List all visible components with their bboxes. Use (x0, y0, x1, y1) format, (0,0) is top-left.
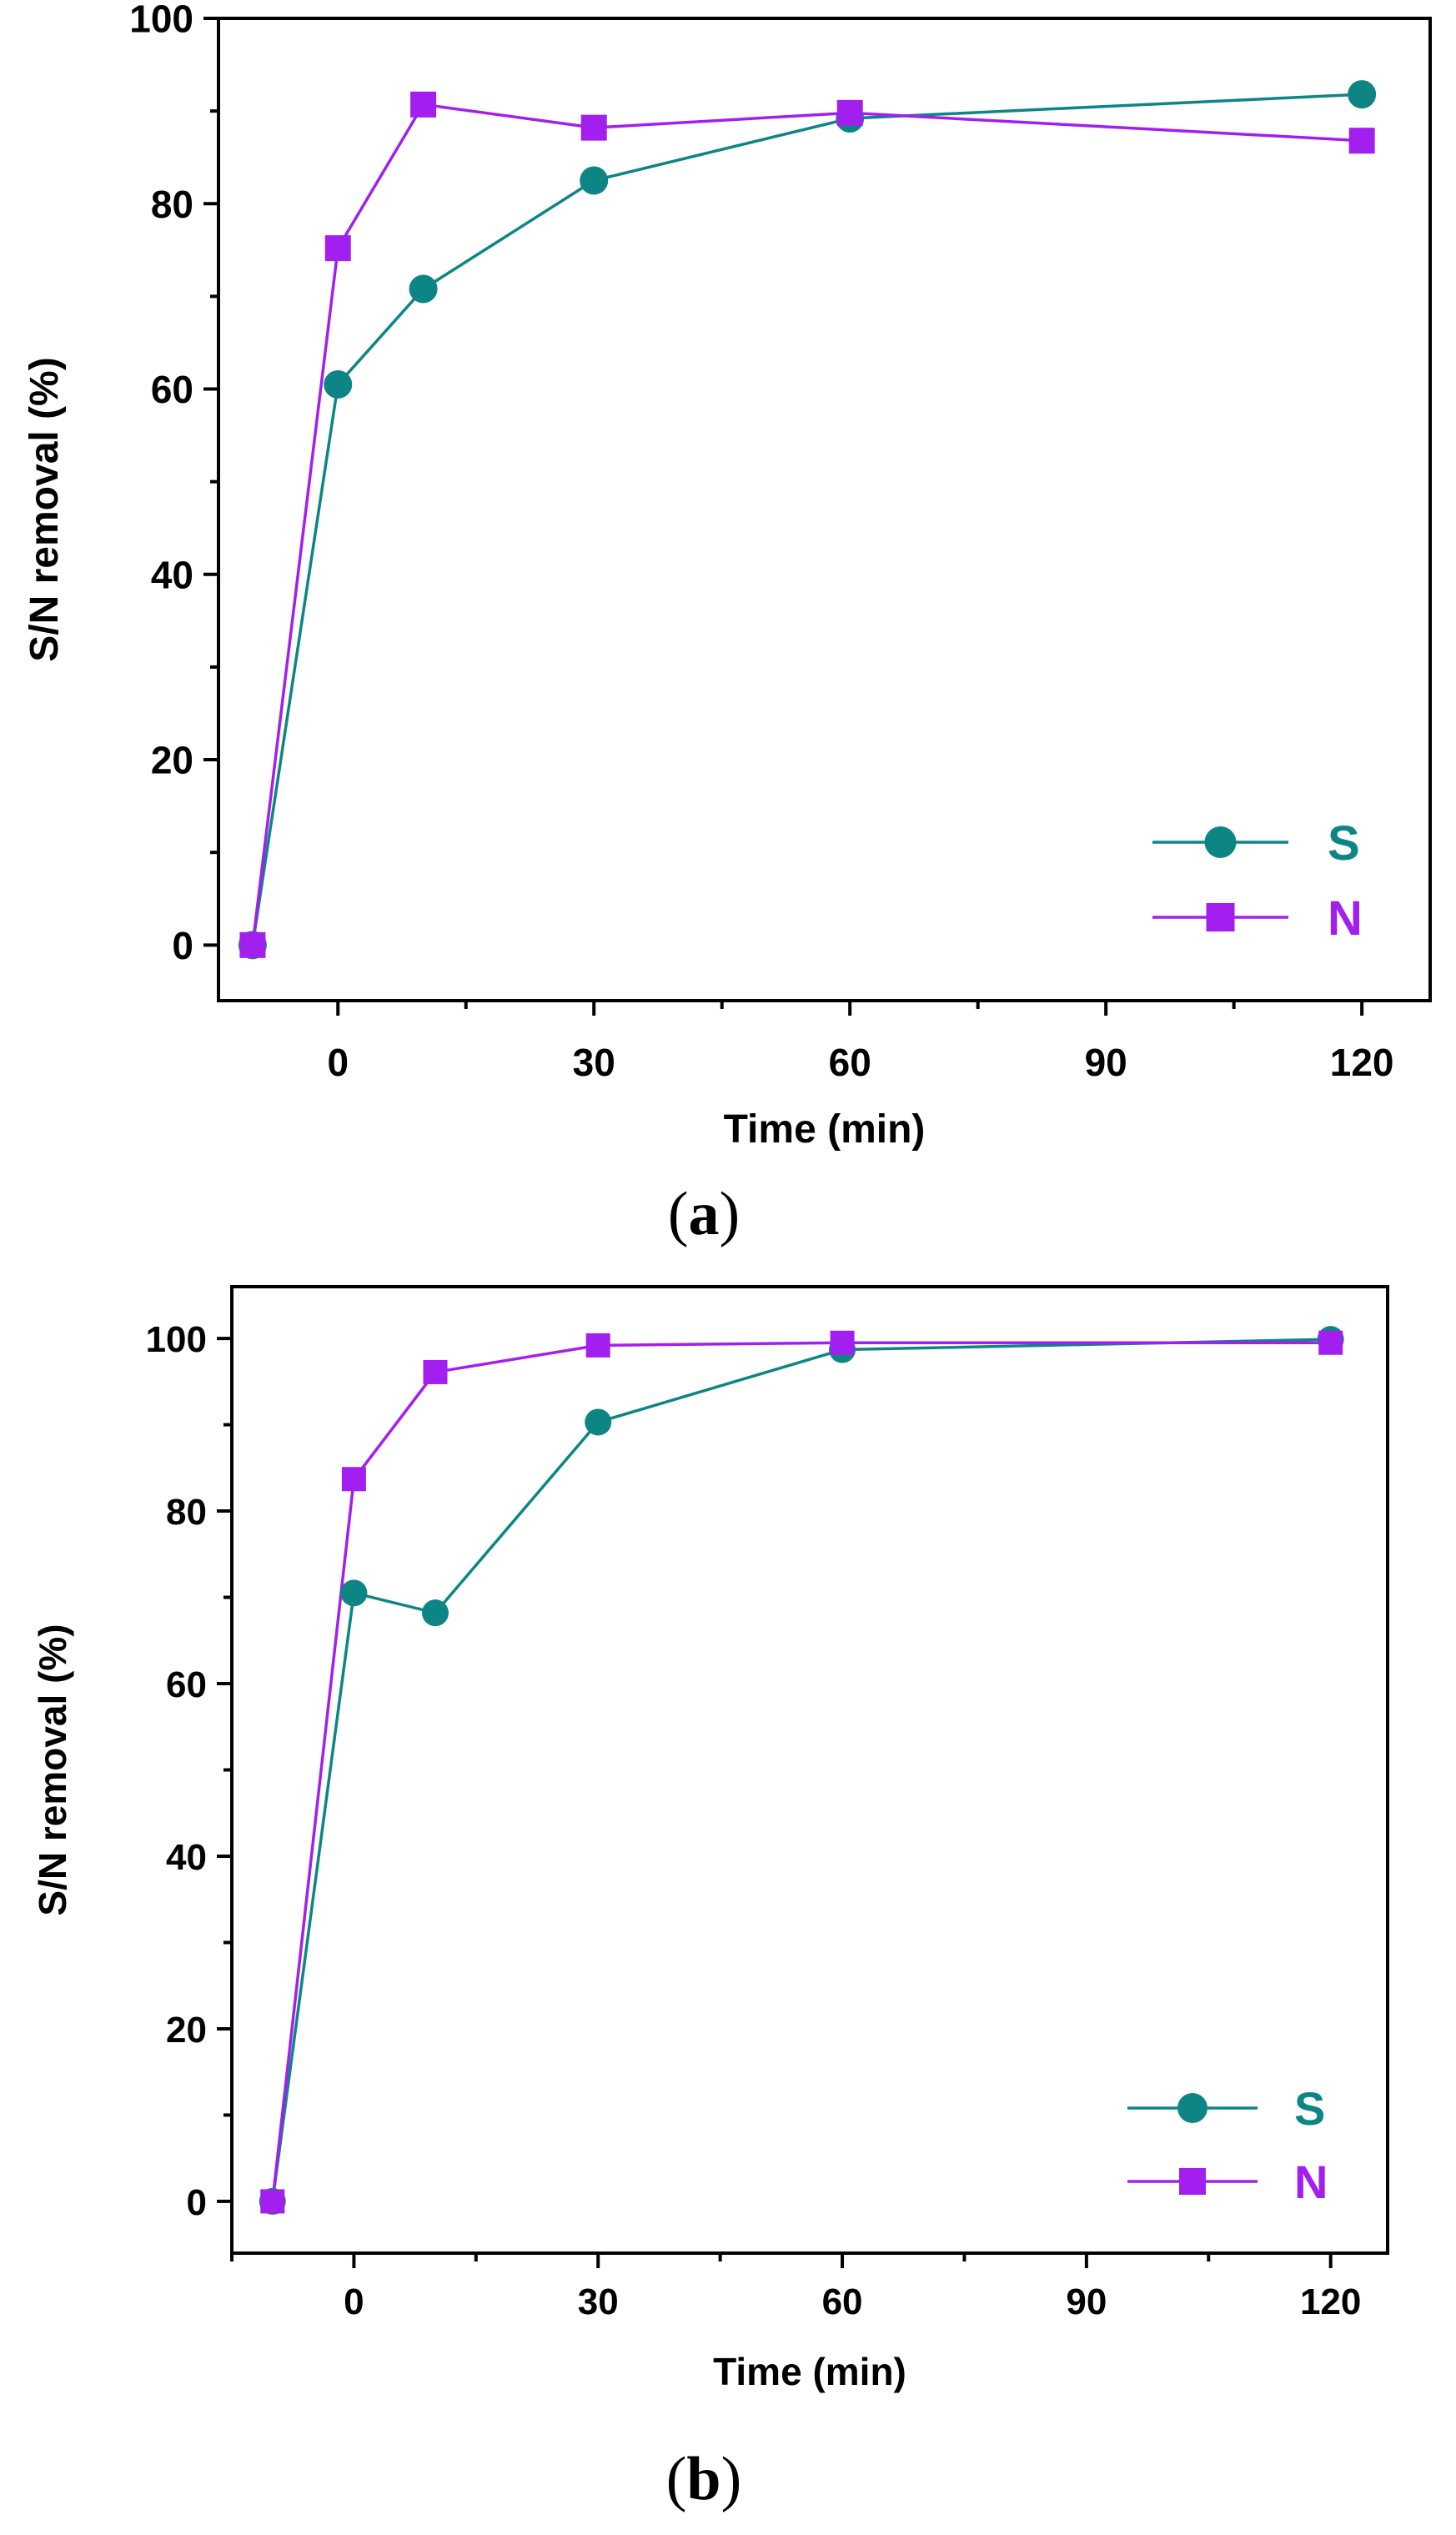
chart-a: 0 20 40 60 80 100 0 30 60 90 120 Time (min) S/N remo… (23, 0, 1432, 1152)
x-tick-label: 120 (1300, 2282, 1361, 2322)
y-tick-label: 40 (166, 1837, 207, 1878)
y-tick-label: 20 (166, 2010, 207, 2051)
x-tick-label: 60 (822, 2282, 863, 2322)
data-point-N (260, 2189, 285, 2214)
legend-marker-S (1204, 826, 1237, 858)
x-tick-label: 90 (1085, 1041, 1127, 1084)
chart-b: 0 20 40 60 80 100 0 30 60 90 120 Time (min) S/N remo… (31, 1285, 1389, 2393)
caption-b: (b) (666, 2445, 741, 2513)
data-point-N (580, 114, 607, 141)
data-point-N (585, 1333, 610, 1358)
y-axis-title: S/N removal (%) (23, 357, 67, 661)
x-tick-label: 30 (578, 2282, 619, 2322)
data-point-N (830, 1330, 855, 1355)
data-point-N (1318, 1330, 1343, 1355)
series-line-S (251, 93, 1363, 946)
y-tick-label: 80 (166, 1492, 207, 1533)
legend-marker-N (1179, 2168, 1206, 2195)
x-axis-title: Time (min) (713, 2350, 906, 2393)
data-point-S (422, 1599, 449, 1627)
y-tick-label: 100 (129, 0, 193, 41)
plot-frame (217, 17, 1432, 1002)
data-point-S (580, 166, 609, 195)
y-tick-label: 0 (187, 2182, 207, 2223)
data-point-S (409, 274, 438, 304)
legend-label-N: N (1294, 2156, 1328, 2208)
x-tick-label: 0 (327, 1041, 349, 1084)
x-tick-label: 120 (1330, 1041, 1394, 1084)
y-axis-title: S/N removal (%) (31, 1624, 74, 1915)
data-point-N (1348, 128, 1375, 154)
x-tick-label: 0 (344, 2282, 364, 2322)
legend-marker-N (1206, 903, 1235, 931)
data-point-N (836, 99, 863, 126)
y-tick-label: 80 (151, 183, 193, 226)
x-tick-label: 30 (573, 1041, 615, 1084)
y-tick-label: 100 (146, 1319, 207, 1360)
legend-label-N: N (1328, 891, 1363, 946)
data-point-S (324, 369, 353, 399)
data-point-N (324, 235, 351, 262)
y-tick-label: 0 (172, 924, 193, 967)
caption-a: (a) (668, 1180, 740, 1248)
data-point-N (410, 91, 437, 118)
data-point-N (341, 1467, 366, 1492)
data-point-N (423, 1359, 448, 1384)
legend-marker-S (1177, 2093, 1207, 2123)
data-point-S (340, 1579, 368, 1607)
y-tick-label: 60 (166, 1664, 207, 1705)
x-axis-title: Time (min) (724, 1107, 926, 1152)
data-point-S (1348, 80, 1377, 109)
data-point-S (585, 1408, 612, 1436)
series-line-N (251, 103, 1363, 946)
y-tick-label: 20 (151, 739, 193, 782)
y-tick-label: 40 (151, 553, 193, 596)
legend-label-S: S (1294, 2082, 1325, 2135)
data-point-N (239, 931, 266, 958)
x-tick-label: 90 (1066, 2282, 1107, 2322)
series-line-S (271, 1338, 1331, 2202)
y-tick-label: 60 (151, 368, 193, 411)
legend-label-S: S (1328, 816, 1360, 871)
series-line-N (271, 1341, 1331, 2202)
x-tick-label: 60 (829, 1041, 871, 1084)
